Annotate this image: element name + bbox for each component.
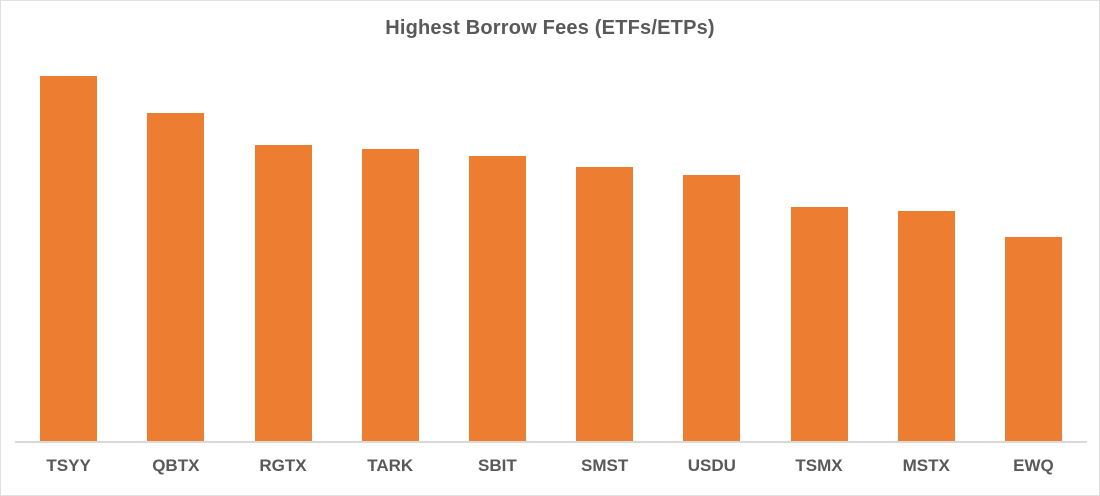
bar-slot [551,76,658,441]
bar-slot [229,76,336,441]
bar-ewq [1004,236,1062,441]
category-label-rgtx: RGTX [259,456,307,475]
category-label-smst: SMST [581,456,629,475]
category-label-tsyy: TSYY [46,456,91,475]
bar-smst [576,167,634,441]
chart-title: Highest Borrow Fees (ETFs/ETPs) [385,17,715,39]
bar-sbit [468,156,526,441]
bar-slot [765,76,872,441]
bar-mstx [897,211,955,441]
bar-slot [337,76,444,441]
plot-area [15,76,1087,441]
bar-usdu [683,174,741,441]
bar-slot [980,76,1087,441]
bar-slot [444,76,551,441]
bar-slot [15,76,122,441]
bar-tark [361,149,419,441]
category-label-qbtx: QBTX [152,456,200,475]
category-label-usdu: USDU [687,456,736,475]
bar-slot [658,76,765,441]
bar-rgtx [254,145,312,441]
x-axis-line [15,441,1087,443]
category-label-tsmx: TSMX [795,456,843,475]
bar-tsmx [790,207,848,441]
category-label-tark: TARK [367,456,414,475]
category-label-mstx: MSTX [902,456,950,475]
bar-slot [122,76,229,441]
bar-slot [873,76,980,441]
category-label-sbit: SBIT [478,456,517,475]
bar-tsyy [40,76,98,441]
category-axis: TSYY QBTX RGTX TARK SBIT SMST USDU TSMX MSTX EWQ [15,456,1087,476]
category-label-ewq: EWQ [1013,456,1054,475]
bar-qbtx [147,112,205,441]
